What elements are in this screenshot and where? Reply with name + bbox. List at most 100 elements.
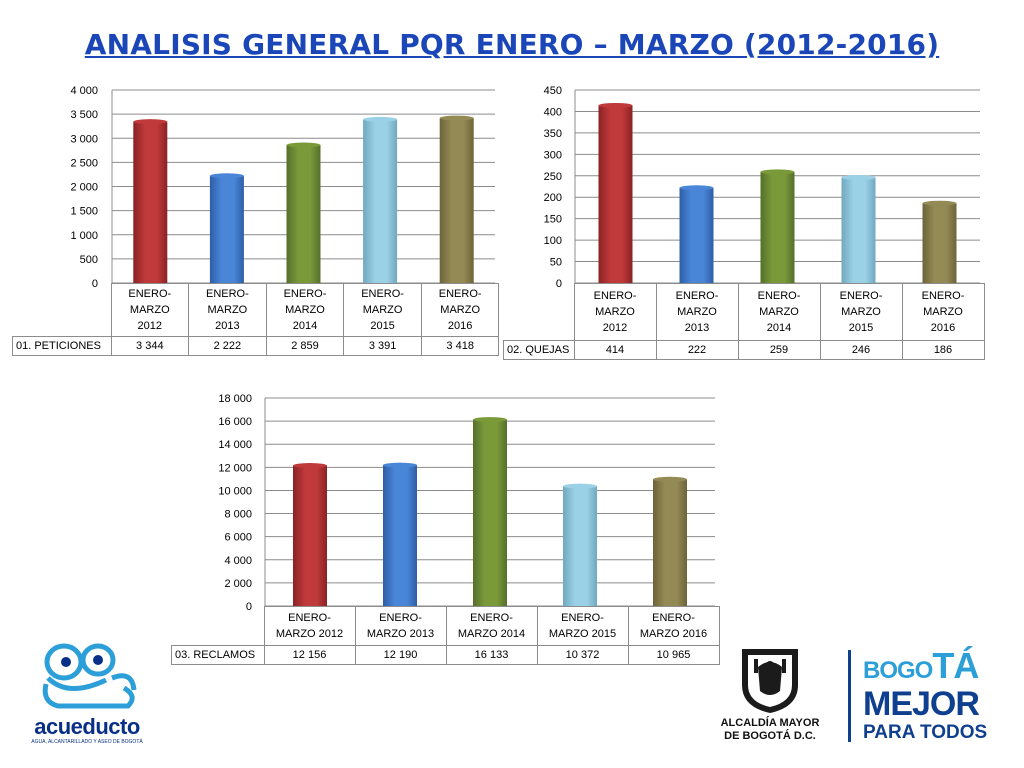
bogota-mejor: MEJOR	[863, 685, 980, 723]
y-tick-label: 4 000	[70, 85, 98, 97]
bar	[922, 203, 957, 283]
y-tick-label: 500	[80, 254, 98, 266]
x-tick-label-line: 2014	[292, 319, 318, 332]
bar	[209, 175, 244, 283]
bogota-ta: TÁ	[932, 645, 979, 686]
bar-top	[563, 483, 597, 489]
alcaldia-text: ALCALDÍA MAYOR DE BOGOTÁ D.C.	[700, 717, 840, 743]
y-tick-label: 2 000	[224, 578, 252, 590]
x-tick-label: ENERO- MARZO 2016	[420, 283, 500, 337]
y-tick-label: 8 000	[224, 509, 252, 521]
table-corner	[12, 283, 112, 337]
y-tick-label: 3 000	[70, 133, 98, 145]
x-tick-label-line: MARZO	[841, 305, 881, 318]
x-tick-label-line: MARZO	[440, 303, 481, 316]
data-label: 10 372	[536, 644, 629, 665]
y-tick-label: 350	[544, 128, 562, 140]
x-tick-label-line: 2012	[137, 319, 163, 332]
data-label: 259	[737, 339, 821, 360]
y-tick-label: 16 000	[218, 416, 252, 428]
alcaldia-logo: ALCALDÍA MAYOR DE BOGOTÁ D.C.	[700, 645, 840, 755]
y-tick-label: 150	[544, 214, 562, 226]
x-tick-label-line: MARZO	[129, 303, 170, 316]
x-tick-label-line: MARZO 2012	[275, 627, 344, 640]
x-tick-label-line: 2016	[930, 321, 956, 334]
x-tick-label-line: MARZO	[923, 305, 963, 318]
y-tick-label: 6 000	[224, 532, 252, 544]
x-tick-label: ENERO- MARZO 2016	[627, 606, 720, 646]
data-label: 414	[573, 339, 657, 360]
bogota-mejor-logo: BOGOTÁ MEJOR PARA TODOS	[845, 645, 1005, 750]
frog-icon	[42, 643, 137, 709]
bar	[133, 121, 168, 283]
x-tick-label-line: ENERO-	[675, 289, 719, 302]
x-tick-label-line: MARZO	[759, 305, 799, 318]
alcaldia-line2: DE BOGOTÁ D.C.	[724, 730, 816, 742]
chart-reclamos-table: ENERO- MARZO 2012 ENERO- MARZO 2013 ENERO- MA…	[171, 606, 720, 665]
x-tick-label-line: MARZO	[285, 303, 325, 316]
y-tick-label: 4 000	[224, 555, 252, 567]
x-tick-label: ENERO- MARZO 2015	[343, 283, 422, 337]
chart-peticiones: 0 500 1 000 1 500 2 000 2 500 3 000 3 500 4 000 …	[0, 80, 500, 365]
x-tick-label-line: ENERO-	[470, 611, 513, 624]
x-tick-label-line: 2015	[848, 321, 874, 334]
bar-top	[653, 476, 687, 482]
x-tick-label-line: MARZO 2015	[548, 627, 617, 640]
data-label: 10 965	[627, 644, 720, 665]
x-tick-label-line: ENERO-	[288, 611, 331, 624]
data-label: 3 344	[110, 335, 190, 356]
bar-top	[841, 174, 876, 180]
bar-top	[598, 102, 633, 108]
x-tick-label: ENERO- MARZO 2013	[354, 606, 447, 646]
bar	[439, 118, 474, 283]
y-tick-label: 10 000	[218, 485, 252, 497]
x-tick-label-line: ENERO-	[593, 289, 637, 302]
x-tick-label-line: ENERO-	[128, 287, 172, 300]
x-tick-label: ENERO- MARZO 2013	[188, 283, 267, 337]
coat-of-arms-icon	[742, 649, 798, 713]
data-label: 2 859	[265, 335, 345, 356]
y-tick-label: 14 000	[218, 439, 252, 451]
x-tick-label-line: ENERO-	[839, 289, 883, 302]
x-tick-label-line: MARZO	[595, 305, 635, 318]
data-label: 2 222	[188, 335, 267, 356]
acueducto-wordmark: acueducto	[34, 714, 140, 739]
data-label: 246	[819, 339, 903, 360]
alcaldia-line1: ALCALDÍA MAYOR	[720, 717, 820, 729]
y-tick-label: 3 500	[70, 109, 98, 121]
series-name: 02. QUEJAS	[503, 339, 575, 360]
x-tick-label: ENERO- MARZO 2015	[819, 283, 903, 341]
acueducto-tagline: AGUA, ALCANTARILLADO Y ASEO DE BOGOTÁ	[31, 739, 143, 745]
y-tick-label: 200	[544, 192, 562, 204]
y-tick-label: 18 000	[218, 393, 252, 405]
acueducto-logo: acueducto AGUA, ALCANTARILLADO Y ASEO DE…	[28, 640, 146, 750]
series-name: 03. RECLAMOS	[171, 644, 265, 665]
bar-top	[473, 417, 507, 423]
bar-top	[679, 185, 714, 191]
bar	[563, 486, 597, 606]
y-tick-label: 250	[544, 171, 562, 183]
y-tick-label: 1 000	[70, 230, 98, 242]
x-tick-label: ENERO- MARZO 2012	[573, 283, 657, 341]
x-tick-label-line: ENERO-	[652, 611, 695, 624]
series-name: 01. PETICIONES	[12, 335, 112, 356]
logo-divider	[848, 650, 851, 742]
y-tick-label: 12 000	[218, 462, 252, 474]
x-tick-label-line: MARZO	[677, 305, 717, 318]
chart-quejas: 0 50 100 150 200 250 300 350 400 450 ENERO- MARZO 2…	[500, 80, 1000, 365]
bar	[286, 145, 321, 283]
bar-top	[383, 462, 417, 468]
data-label: 16 133	[445, 644, 538, 665]
x-tick-label-line: ENERO-	[757, 289, 801, 302]
x-tick-label-line: MARZO 2016	[639, 627, 708, 640]
bar-top	[922, 200, 957, 206]
bar	[679, 187, 714, 283]
y-tick-label: 2 000	[70, 182, 98, 194]
x-tick-label: ENERO- MARZO 2012	[263, 606, 356, 646]
data-label: 12 190	[354, 644, 447, 665]
bar	[598, 105, 633, 283]
x-tick-label: ENERO- MARZO 2012	[110, 283, 190, 337]
x-tick-label: ENERO- MARZO 2016	[901, 283, 985, 341]
